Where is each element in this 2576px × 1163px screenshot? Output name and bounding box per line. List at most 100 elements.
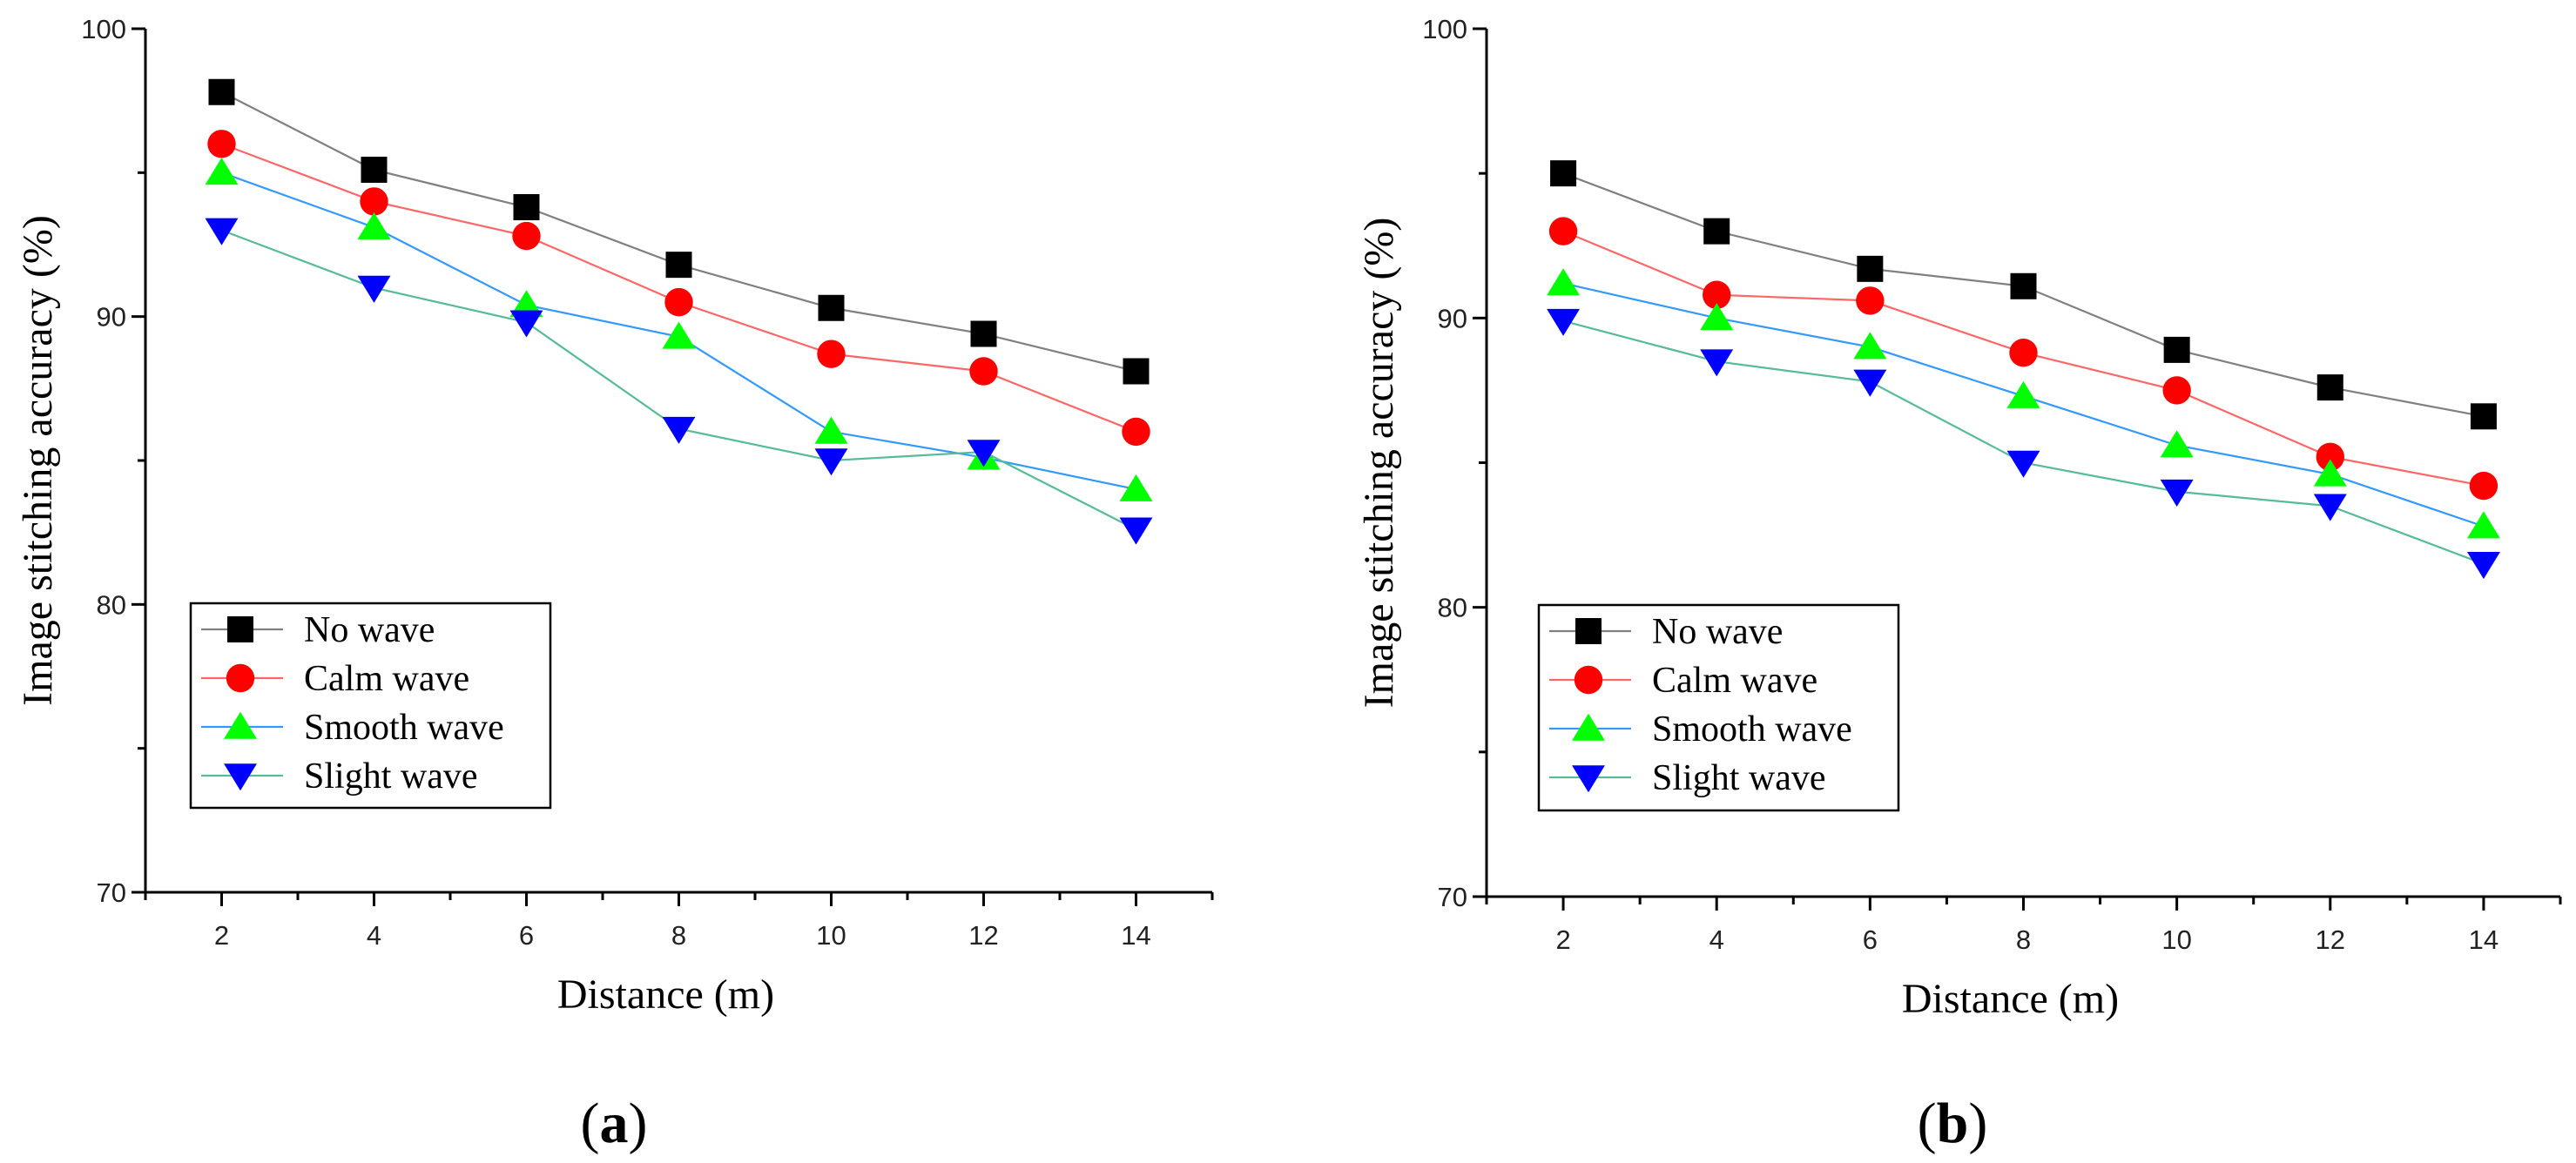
legend-marker-calm-wave	[1574, 665, 1603, 695]
legend-entry-no-wave: No wave	[304, 610, 435, 650]
legend-entry-no-wave: No wave	[1652, 612, 1783, 652]
data-point-smooth-wave	[2466, 511, 2500, 539]
legend-entry-slight-wave: Slight wave	[1652, 758, 1825, 798]
data-point-slight-wave	[662, 416, 696, 444]
data-point-calm-wave	[2162, 376, 2191, 405]
x-axis-title: Distance (m)	[557, 971, 774, 1018]
data-point-calm-wave	[1548, 217, 1578, 245]
data-point-smooth-wave	[2006, 380, 2040, 408]
data-point-slight-wave	[1700, 349, 1734, 377]
data-point-smooth-wave	[509, 290, 543, 318]
data-point-calm-wave	[2009, 339, 2038, 367]
x-tick-label: 4	[1709, 924, 1724, 955]
panel-label: (b)	[1918, 1092, 1988, 1155]
data-point-no-wave	[361, 157, 388, 184]
legend-marker-no-wave	[1575, 618, 1602, 644]
x-tick-label: 14	[2469, 924, 2498, 955]
data-point-smooth-wave	[1119, 474, 1153, 501]
x-tick-label: 14	[1121, 920, 1150, 951]
data-point-no-wave	[1703, 218, 1730, 245]
x-tick-label: 6	[1863, 924, 1878, 955]
legend-entry-smooth-wave: Smooth wave	[1652, 709, 1852, 750]
data-point-smooth-wave	[1700, 303, 1734, 331]
y-tick-label: 70	[97, 877, 126, 908]
x-tick-label: 8	[2016, 924, 2031, 955]
legend-marker-smooth-wave	[224, 711, 257, 739]
data-point-smooth-wave	[662, 321, 696, 349]
x-tick-label: 2	[1555, 924, 1570, 955]
data-point-smooth-wave	[1853, 332, 1887, 360]
data-point-slight-wave	[1853, 369, 1887, 397]
series-smooth-wave	[205, 158, 1153, 501]
x-tick-label: 12	[2316, 924, 2345, 955]
panel-label: (a)	[581, 1092, 648, 1155]
x-tick-label: 2	[214, 920, 229, 951]
data-point-smooth-wave	[205, 158, 239, 185]
data-point-slight-wave	[814, 448, 848, 476]
legend-marker-slight-wave	[224, 763, 257, 791]
data-point-no-wave	[1550, 160, 1577, 187]
series-calm-wave	[207, 130, 1150, 447]
y-tick-label: 80	[97, 589, 126, 620]
data-point-slight-wave	[357, 275, 391, 303]
data-point-no-wave	[208, 78, 235, 105]
data-point-calm-wave	[1856, 286, 1885, 315]
x-tick-label: 4	[367, 920, 381, 951]
data-point-calm-wave	[2316, 442, 2344, 472]
data-point-no-wave	[2163, 336, 2190, 363]
data-point-calm-wave	[1703, 280, 1731, 309]
legend-entry-smooth-wave: Smooth wave	[304, 708, 504, 748]
x-tick-label: 10	[2161, 924, 2191, 955]
data-point-no-wave	[970, 320, 997, 347]
series-calm-wave	[1548, 217, 2498, 501]
chart-panel-a: 70 80 90 100 2 4 6 8 10 12 14 Distance (m) Image sti…	[15, 14, 1214, 1155]
data-point-no-wave	[513, 194, 540, 221]
x-tick-label: 8	[671, 920, 686, 951]
legend-entry-slight-wave: Slight wave	[304, 756, 477, 797]
data-point-slight-wave	[2160, 479, 2194, 507]
data-point-slight-wave	[967, 440, 1001, 467]
y-tick-label: 100	[81, 14, 126, 44]
chart-panel-b: 70 80 90 100 2 4 6 8 10 12 14 Distance (m) Image sti…	[1356, 14, 2562, 1155]
data-point-slight-wave	[2006, 450, 2040, 478]
series-no-wave	[208, 78, 1150, 385]
data-point-no-wave	[818, 294, 845, 321]
data-point-no-wave	[1123, 358, 1150, 385]
data-point-smooth-wave	[814, 416, 848, 444]
data-point-calm-wave	[969, 357, 998, 386]
series-smooth-wave	[1547, 268, 2500, 539]
y-axis-title: Image stitching accuracy (%)	[1356, 218, 1402, 709]
legend-entry-calm-wave: Calm wave	[1652, 661, 1817, 701]
series-line-calm-wave	[221, 143, 1136, 433]
data-point-smooth-wave	[2313, 459, 2347, 487]
y-axis-title: Image stitching accuracy (%)	[15, 215, 61, 706]
x-axis-title: Distance (m)	[1902, 976, 2119, 1022]
y-tick-label: 70	[1438, 882, 1467, 912]
legend: No wave Calm wave Smooth wave Slight wave	[1537, 603, 1900, 812]
data-point-slight-wave	[1119, 517, 1153, 545]
series-slight-wave	[1547, 308, 2500, 580]
data-point-no-wave	[665, 252, 692, 279]
data-point-calm-wave	[1122, 417, 1150, 447]
series-no-wave	[1550, 160, 2497, 430]
data-point-calm-wave	[817, 339, 846, 368]
data-point-smooth-wave	[357, 212, 391, 239]
data-point-no-wave	[1857, 255, 1884, 282]
x-tick-label: 10	[816, 920, 846, 951]
y-tick-label: 100	[1422, 14, 1467, 44]
data-point-calm-wave	[512, 221, 541, 251]
data-point-slight-wave	[205, 218, 239, 245]
legend-marker-calm-wave	[226, 663, 255, 693]
y-tick-label: 80	[1438, 593, 1467, 623]
data-point-slight-wave	[1547, 308, 1581, 336]
data-point-calm-wave	[360, 187, 388, 216]
data-point-calm-wave	[207, 130, 236, 158]
legend-entry-calm-wave: Calm wave	[304, 659, 469, 699]
data-point-calm-wave	[664, 287, 693, 317]
y-tick-label: 90	[1438, 303, 1467, 333]
x-tick-label: 12	[968, 920, 998, 951]
data-point-no-wave	[2010, 272, 2037, 299]
legend-marker-smooth-wave	[1572, 713, 1605, 741]
x-tick-label: 6	[519, 920, 534, 951]
